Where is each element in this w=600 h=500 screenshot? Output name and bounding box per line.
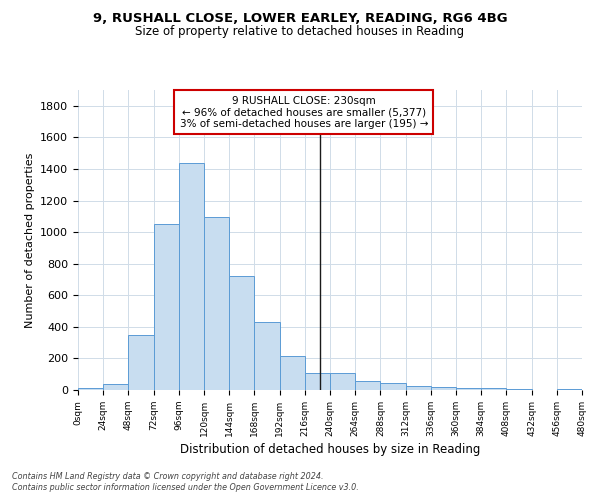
- Bar: [179, 162, 204, 390]
- Bar: [204, 217, 229, 390]
- Bar: [456, 388, 481, 390]
- Bar: [128, 334, 154, 390]
- Bar: [481, 388, 506, 390]
- Bar: [355, 382, 380, 390]
- Bar: [406, 386, 431, 390]
- Bar: [506, 389, 532, 390]
- Bar: [431, 387, 456, 390]
- Bar: [380, 383, 406, 390]
- Bar: [229, 276, 254, 390]
- Bar: [103, 384, 128, 390]
- Bar: [254, 322, 280, 390]
- Bar: [305, 372, 330, 390]
- Text: Size of property relative to detached houses in Reading: Size of property relative to detached ho…: [136, 25, 464, 38]
- Bar: [557, 389, 582, 390]
- Bar: [280, 356, 305, 390]
- Bar: [154, 224, 179, 390]
- Bar: [78, 388, 103, 390]
- Text: Contains HM Land Registry data © Crown copyright and database right 2024.: Contains HM Land Registry data © Crown c…: [12, 472, 323, 481]
- Text: Contains public sector information licensed under the Open Government Licence v3: Contains public sector information licen…: [12, 484, 359, 492]
- Text: Distribution of detached houses by size in Reading: Distribution of detached houses by size …: [180, 442, 480, 456]
- Y-axis label: Number of detached properties: Number of detached properties: [25, 152, 35, 328]
- Bar: [330, 372, 355, 390]
- Text: 9 RUSHALL CLOSE: 230sqm
← 96% of detached houses are smaller (5,377)
3% of semi-: 9 RUSHALL CLOSE: 230sqm ← 96% of detache…: [179, 96, 428, 128]
- Text: 9, RUSHALL CLOSE, LOWER EARLEY, READING, RG6 4BG: 9, RUSHALL CLOSE, LOWER EARLEY, READING,…: [92, 12, 508, 26]
